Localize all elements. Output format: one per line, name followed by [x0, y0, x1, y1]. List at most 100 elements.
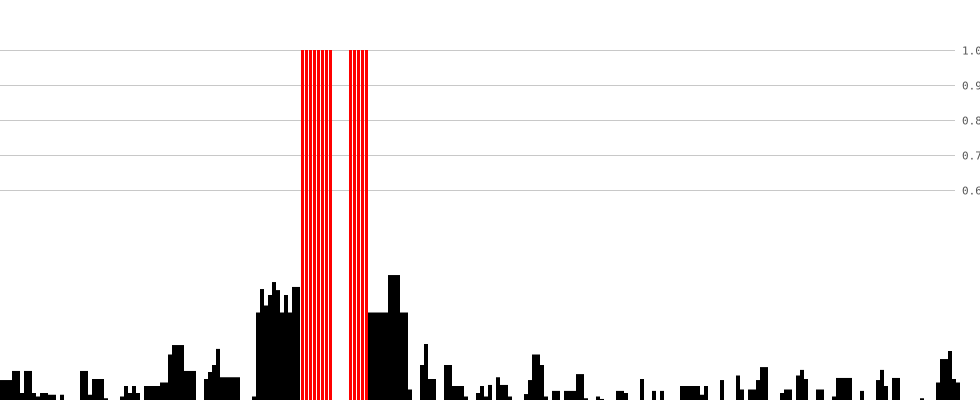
bar — [96, 379, 100, 400]
bar — [128, 393, 132, 400]
bar — [396, 275, 400, 400]
bar — [204, 379, 208, 400]
bar — [848, 377, 852, 400]
bar — [480, 386, 484, 400]
bar — [148, 386, 152, 400]
bar — [524, 394, 528, 400]
bar — [4, 380, 8, 400]
bar — [504, 384, 508, 400]
highlighted-bar — [309, 50, 312, 400]
bar — [584, 398, 588, 400]
bar — [32, 393, 36, 400]
highlighted-bar — [365, 50, 368, 400]
bar — [24, 370, 28, 400]
bar — [456, 386, 460, 400]
bar — [424, 344, 428, 400]
bar — [60, 394, 64, 400]
bar — [28, 370, 32, 400]
bar — [176, 345, 180, 400]
bar — [448, 365, 452, 400]
y-tick-label: 0.8 — [962, 115, 980, 128]
bar — [556, 390, 560, 400]
bar — [188, 370, 192, 400]
bar — [372, 312, 376, 400]
bar — [160, 382, 164, 400]
bar — [652, 390, 656, 400]
bar — [232, 377, 236, 400]
bar — [400, 312, 404, 400]
bar — [152, 386, 156, 400]
bar — [764, 367, 768, 400]
bar — [740, 389, 744, 400]
bar — [784, 389, 788, 400]
bar — [660, 390, 664, 400]
bar — [12, 370, 16, 400]
bar — [484, 396, 488, 400]
y-tick-label: 0.9 — [962, 80, 980, 93]
bar — [168, 354, 172, 400]
bar — [756, 380, 760, 400]
bar — [172, 345, 176, 400]
bar — [880, 369, 884, 400]
bar — [876, 380, 880, 400]
bar — [616, 390, 620, 400]
bar — [228, 377, 232, 400]
bar — [8, 380, 12, 400]
bar — [280, 312, 284, 400]
bar — [268, 295, 272, 400]
bar — [256, 312, 260, 400]
bar — [120, 396, 124, 400]
bar — [816, 389, 820, 400]
bar — [836, 377, 840, 400]
bar — [132, 386, 136, 400]
bar — [800, 369, 804, 400]
bar — [624, 393, 628, 400]
bar — [192, 370, 196, 400]
bar — [296, 286, 300, 400]
highlighted-bar — [361, 50, 364, 400]
y-axis-ticks: 1.0 0.9 0.8 0.7 0.6 — [962, 45, 980, 198]
bar — [796, 375, 800, 400]
bar — [224, 377, 228, 400]
bar — [500, 384, 504, 400]
bar — [392, 275, 396, 400]
bar — [568, 390, 572, 400]
bar — [936, 382, 940, 400]
bar — [640, 379, 644, 400]
highlighted-bar — [353, 50, 356, 400]
bar — [952, 379, 956, 400]
bar — [476, 393, 480, 400]
bar — [804, 379, 808, 400]
bar — [600, 398, 604, 400]
bar — [748, 389, 752, 400]
bar — [432, 379, 436, 400]
bar — [532, 354, 536, 400]
bar — [760, 367, 764, 400]
bar — [216, 348, 220, 400]
bar — [692, 386, 696, 400]
highlighted-bar — [301, 50, 304, 400]
bar — [272, 282, 276, 400]
bars — [0, 50, 960, 400]
bar — [368, 312, 372, 400]
bar — [680, 386, 684, 400]
bar — [444, 365, 448, 400]
bar — [956, 382, 960, 400]
bar — [276, 290, 280, 400]
bar — [788, 389, 792, 400]
bar — [596, 396, 600, 400]
bar — [896, 377, 900, 400]
bar — [752, 389, 756, 400]
bar — [292, 286, 296, 400]
y-tick-label: 1.0 — [962, 45, 980, 58]
bar — [940, 359, 944, 400]
highlighted-bar — [305, 50, 308, 400]
bar — [948, 351, 952, 400]
bar — [156, 386, 160, 400]
highlighted-bar — [349, 50, 352, 400]
bar — [104, 398, 108, 400]
bar — [860, 390, 864, 400]
bar — [920, 398, 924, 400]
bar — [0, 380, 4, 400]
bar — [684, 386, 688, 400]
